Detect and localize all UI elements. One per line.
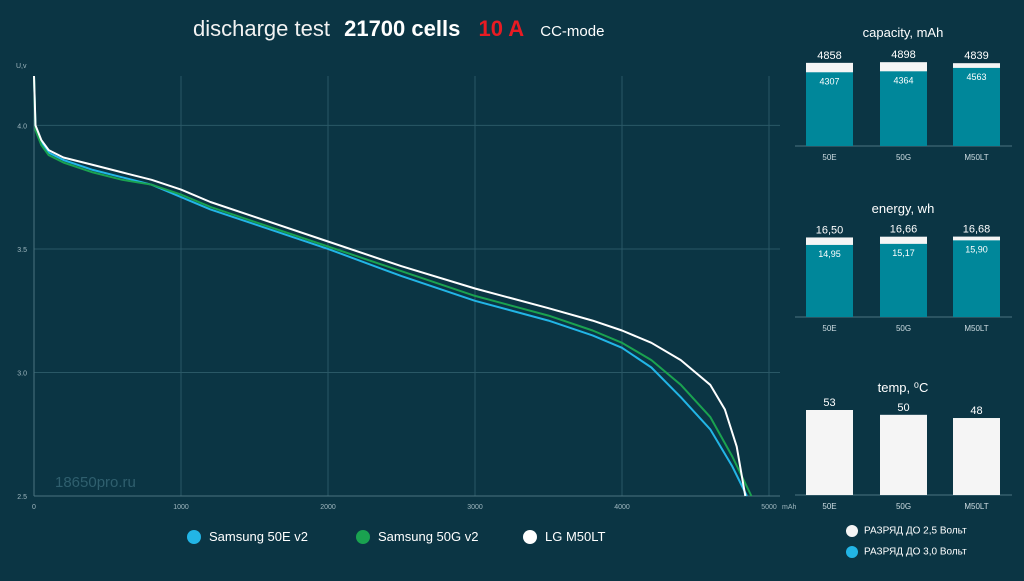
legend-label-lg-m50lt: LG M50LT xyxy=(545,529,606,545)
bar-key-swatch-3-0v xyxy=(846,546,858,558)
bar-key-3-0v: РАЗРЯД ДО 3,0 Вольт xyxy=(846,546,967,562)
legend-swatch-samsung-50e xyxy=(187,529,201,544)
chart-title: discharge test 21700 cells 10 A CC-mode xyxy=(193,14,653,44)
legend-item-samsung-50g: Samsung 50G v2 xyxy=(356,528,478,544)
watermark: 18650pro.ru xyxy=(55,474,136,491)
x-tick-label-5000: 5000 xyxy=(761,504,777,511)
legend-item-lg-m50lt: LG M50LT xyxy=(523,528,605,544)
y-tick-label-3-5: 3.5 xyxy=(17,247,27,254)
title-part-2: 21700 cells xyxy=(344,16,461,41)
x-tick-label-0: 0 xyxy=(32,504,36,511)
legend-label-samsung-50g: Samsung 50G v2 xyxy=(378,529,479,545)
y-tick-label-3-0: 3.0 xyxy=(17,370,27,377)
series-line-lg-m50lt xyxy=(33,75,747,497)
legend-swatch-samsung-50g xyxy=(356,529,370,544)
legend-label-samsung-50e: Samsung 50E v2 xyxy=(209,529,309,545)
legend-item-samsung-50e: Samsung 50E v2 xyxy=(187,528,308,544)
bar-key-label-3-0v: РАЗРЯД ДО 3,0 Вольт xyxy=(864,546,967,558)
x-tick-label-1000: 1000 xyxy=(173,504,189,511)
y-axis-label: U,v xyxy=(16,63,27,70)
x-tick-label-2000: 2000 xyxy=(320,504,336,511)
series-line-samsung-50e-v2 xyxy=(33,75,748,497)
legend-swatch-lg-m50lt xyxy=(523,529,537,544)
series-line-samsung-50g-v2 xyxy=(33,75,753,497)
y-tick-label-2-5: 2.5 xyxy=(17,494,27,501)
bar-key-label-2-5v: РАЗРЯД ДО 2,5 Вольт xyxy=(864,525,967,537)
x-tick-label-3000: 3000 xyxy=(467,504,483,511)
x-tick-label-4000: 4000 xyxy=(614,504,630,511)
title-part-1: discharge test xyxy=(193,16,330,41)
y-tick-label-4-0: 4.0 xyxy=(17,123,27,130)
title-current: 10 A xyxy=(478,16,525,41)
bar-key-swatch-2-5v xyxy=(846,525,858,537)
bar-key-2-5v: РАЗРЯД ДО 2,5 Вольт xyxy=(846,525,967,541)
title-mode: CC-mode xyxy=(540,23,605,40)
x-axis-label: mAh xyxy=(782,504,797,511)
